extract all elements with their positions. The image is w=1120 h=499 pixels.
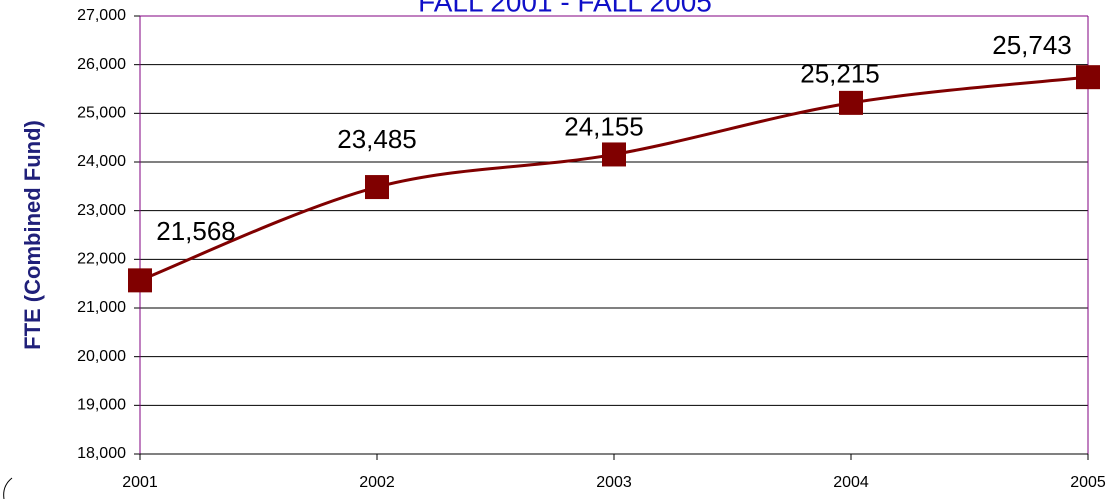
data-label: 21,568 bbox=[156, 216, 236, 246]
chart-title: FALL 2001 - FALL 2005 bbox=[418, 0, 712, 17]
x-tick-label: 2002 bbox=[359, 474, 395, 491]
y-tick-label: 23,000 bbox=[77, 202, 126, 219]
x-tick-label: 2004 bbox=[833, 474, 869, 491]
x-tick-label: 2003 bbox=[596, 474, 632, 491]
y-axis-label: FTE (Combined Fund) bbox=[20, 120, 45, 350]
marker bbox=[365, 175, 389, 200]
frame-corner bbox=[3, 477, 13, 499]
marker bbox=[602, 142, 626, 167]
x-tick-label: 2001 bbox=[122, 474, 158, 491]
y-tick-label: 27,000 bbox=[77, 7, 126, 24]
y-tick-label: 26,000 bbox=[77, 56, 126, 73]
data-label: 25,215 bbox=[800, 59, 880, 89]
series-line bbox=[139, 75, 1089, 282]
y-tick-label: 19,000 bbox=[77, 397, 126, 414]
y-tick-label: 25,000 bbox=[77, 105, 126, 122]
data-label: 24,155 bbox=[564, 111, 644, 141]
data-label: 25,743 bbox=[992, 30, 1072, 60]
y-tick-label: 21,000 bbox=[77, 299, 126, 316]
y-tick-label: 18,000 bbox=[77, 445, 126, 462]
y-tick-label: 24,000 bbox=[77, 153, 126, 170]
y-tick-label: 22,000 bbox=[77, 251, 126, 268]
marker bbox=[839, 90, 863, 115]
marker bbox=[128, 268, 152, 293]
marker bbox=[1076, 65, 1100, 90]
y-tick-label: 20,000 bbox=[77, 348, 126, 365]
data-label: 23,485 bbox=[337, 124, 417, 154]
x-tick-label: 2005 bbox=[1070, 474, 1106, 491]
